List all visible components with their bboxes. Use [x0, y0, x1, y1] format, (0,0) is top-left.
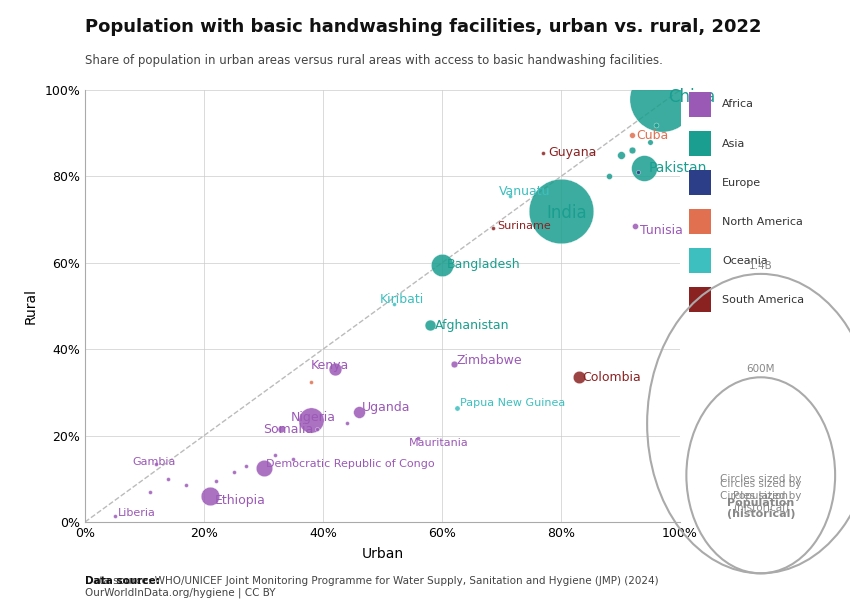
Point	[423, 320, 437, 330]
Text: Papua New Guinea: Papua New Guinea	[460, 398, 565, 408]
Text: Circles sized by
Population
(historical): Circles sized by Population (historical)	[720, 479, 802, 512]
Text: Data source:: Data source:	[85, 576, 160, 586]
Text: Uganda: Uganda	[362, 401, 411, 414]
Point	[179, 481, 193, 490]
Text: Population
(historical): Population (historical)	[727, 498, 795, 520]
Point	[328, 364, 342, 373]
Text: Share of population in urban areas versus rural areas with access to basic handw: Share of population in urban areas versu…	[85, 54, 663, 67]
Text: South America: South America	[722, 295, 804, 305]
Point	[643, 137, 657, 146]
Text: Pakistan: Pakistan	[649, 161, 707, 175]
Point	[340, 418, 354, 427]
Text: Afghanistan: Afghanistan	[435, 319, 509, 332]
Point	[352, 407, 366, 416]
Point	[209, 476, 223, 486]
Text: Kiribati: Kiribati	[379, 293, 424, 306]
Text: Asia: Asia	[722, 139, 745, 149]
Point	[227, 467, 241, 477]
Bar	[688, 170, 711, 195]
Text: Data source: WHO/UNICEF Joint Monitoring Programme for Water Supply, Sanitation : Data source: WHO/UNICEF Joint Monitoring…	[85, 576, 659, 598]
Point	[447, 359, 461, 369]
Text: Our World
in Data: Our World in Data	[734, 31, 796, 53]
Point	[628, 221, 643, 231]
Text: China: China	[668, 88, 716, 106]
Text: Europe: Europe	[722, 178, 762, 188]
Point	[257, 463, 270, 473]
Point	[275, 424, 288, 434]
Point	[632, 167, 645, 177]
Text: Ethiopia: Ethiopia	[215, 494, 265, 507]
Text: India: India	[546, 204, 586, 222]
Point	[108, 511, 122, 520]
Text: Mauritania: Mauritania	[410, 438, 469, 448]
Text: North America: North America	[722, 217, 803, 227]
Point	[503, 191, 517, 200]
Text: Population with basic handwashing facilities, urban vs. rural, 2022: Population with basic handwashing facili…	[85, 18, 762, 36]
Text: Democratic Republic of Congo: Democratic Republic of Congo	[267, 458, 435, 469]
Point	[150, 459, 163, 469]
Text: Liberia: Liberia	[117, 508, 156, 518]
Text: Cuba: Cuba	[636, 129, 668, 142]
Point	[310, 424, 324, 434]
Point	[162, 474, 175, 484]
Point	[286, 455, 300, 464]
Point	[450, 403, 464, 412]
Text: Nigeria: Nigeria	[290, 410, 335, 424]
Text: Gambia: Gambia	[133, 457, 176, 467]
Point	[554, 206, 568, 216]
Text: Circles sized by: Circles sized by	[720, 474, 802, 484]
Bar	[688, 248, 711, 274]
Text: Guyana: Guyana	[548, 146, 597, 159]
Text: Africa: Africa	[722, 100, 754, 109]
X-axis label: Urban: Urban	[361, 547, 404, 561]
Point	[203, 491, 217, 501]
Text: Tunisia: Tunisia	[639, 224, 683, 237]
Bar	[688, 209, 711, 234]
Text: Bangladesh: Bangladesh	[447, 259, 520, 271]
Text: Kenya: Kenya	[311, 359, 349, 371]
Point	[626, 146, 639, 155]
Bar	[688, 131, 711, 156]
Text: Colombia: Colombia	[581, 371, 641, 384]
Point	[269, 450, 282, 460]
Y-axis label: Rural: Rural	[23, 288, 37, 324]
Point	[144, 487, 157, 497]
Bar	[688, 287, 711, 313]
Point	[239, 461, 252, 470]
Text: Suriname: Suriname	[497, 221, 551, 231]
Point	[304, 416, 318, 425]
Point	[638, 163, 651, 173]
Point	[411, 433, 425, 443]
Point	[304, 377, 318, 386]
Point	[536, 148, 550, 157]
Text: Circles sized by: Circles sized by	[720, 491, 802, 512]
Text: Zimbabwe: Zimbabwe	[457, 355, 523, 367]
Text: Oceania: Oceania	[722, 256, 768, 266]
Point	[486, 223, 500, 233]
Text: Somalia: Somalia	[264, 422, 314, 436]
Point	[626, 131, 639, 140]
Point	[435, 260, 449, 270]
Point	[602, 172, 615, 181]
Point	[614, 150, 627, 160]
Point	[649, 120, 663, 130]
Point	[655, 94, 669, 104]
Point	[572, 373, 586, 382]
Text: 1.4B: 1.4B	[749, 260, 773, 271]
Bar	[688, 92, 711, 117]
Text: 600M: 600M	[746, 364, 775, 374]
Text: Vanuatu: Vanuatu	[498, 185, 550, 198]
Point	[388, 299, 401, 308]
